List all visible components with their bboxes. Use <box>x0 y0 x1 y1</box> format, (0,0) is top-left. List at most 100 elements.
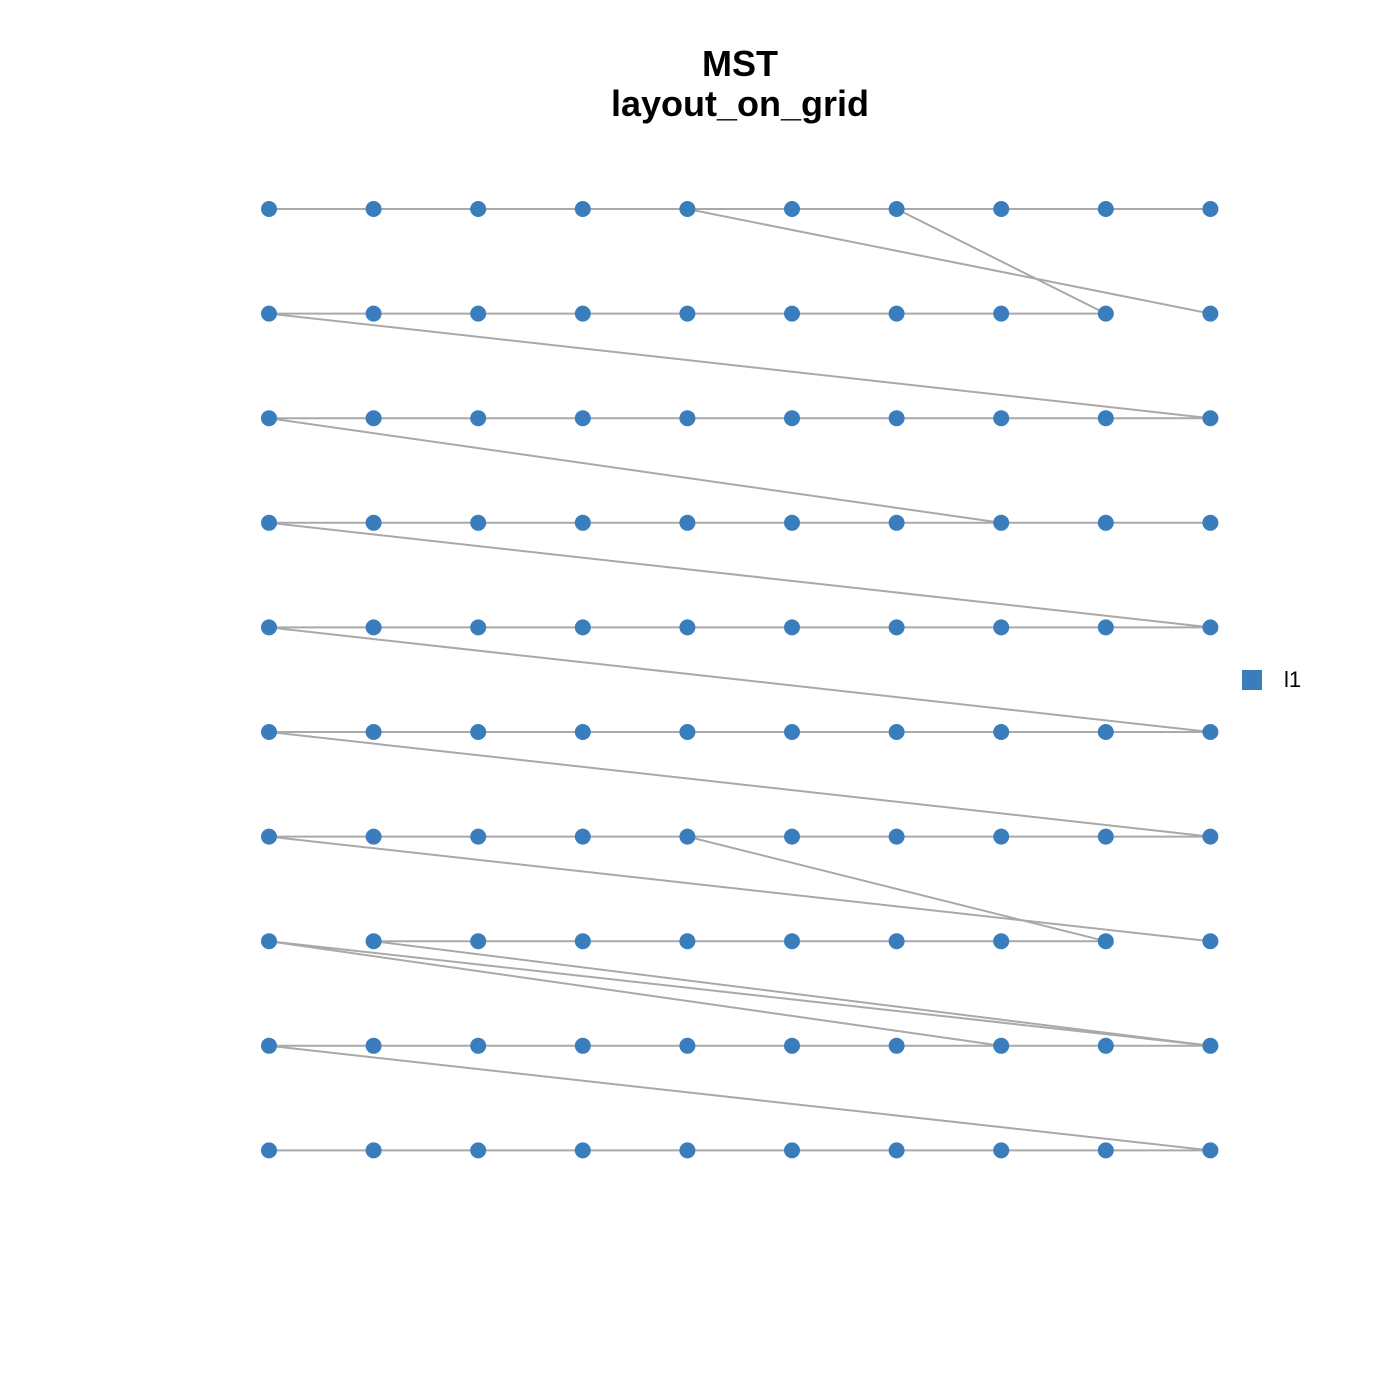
node <box>365 410 382 427</box>
edge <box>687 835 1107 943</box>
node <box>261 410 277 427</box>
node <box>993 1142 1010 1159</box>
node <box>261 828 277 845</box>
node <box>784 619 800 636</box>
node <box>993 514 1010 531</box>
node <box>888 828 905 845</box>
edge <box>896 208 1107 315</box>
node <box>261 1142 277 1159</box>
title: MST <box>702 43 778 84</box>
subtitle: layout_on_grid <box>611 83 869 124</box>
node <box>365 933 382 950</box>
node <box>1202 724 1219 740</box>
node <box>365 724 382 740</box>
node <box>470 410 487 427</box>
node <box>470 305 487 322</box>
node <box>365 201 382 217</box>
node <box>993 410 1010 427</box>
node <box>574 619 591 636</box>
node <box>365 514 382 531</box>
node <box>679 514 696 531</box>
node <box>574 305 591 322</box>
node <box>993 933 1010 950</box>
node <box>888 410 905 427</box>
node <box>470 1142 487 1159</box>
node <box>993 1037 1010 1054</box>
node <box>261 201 277 217</box>
node <box>1202 1142 1219 1159</box>
edges <box>268 208 1211 1152</box>
node <box>261 1037 277 1054</box>
node <box>470 724 487 740</box>
node <box>784 933 800 950</box>
node <box>888 514 905 531</box>
node <box>679 828 696 845</box>
node <box>574 514 591 531</box>
node <box>784 724 800 740</box>
node <box>261 514 277 531</box>
node <box>888 724 905 740</box>
node <box>1097 305 1114 322</box>
node <box>1097 201 1114 217</box>
node <box>784 1037 800 1054</box>
node <box>888 305 905 322</box>
node <box>574 828 591 845</box>
node <box>993 305 1010 322</box>
node <box>888 619 905 636</box>
node <box>470 514 487 531</box>
node <box>470 619 487 636</box>
node <box>1097 1142 1114 1159</box>
legend-label: l1 <box>1284 667 1301 692</box>
node <box>1097 1037 1114 1054</box>
node <box>993 828 1010 845</box>
node <box>784 1142 800 1159</box>
node <box>1097 933 1114 950</box>
node <box>470 933 487 950</box>
node <box>679 619 696 636</box>
edge <box>268 835 1211 943</box>
node <box>679 1142 696 1159</box>
node <box>1202 619 1219 636</box>
node <box>888 1142 905 1159</box>
node <box>574 410 591 427</box>
node <box>679 201 696 217</box>
node <box>574 201 591 217</box>
edge <box>268 626 1211 733</box>
edge <box>268 731 1211 838</box>
node <box>574 1037 591 1054</box>
edge <box>268 940 1002 1047</box>
node <box>1202 933 1219 950</box>
node <box>993 201 1010 217</box>
edge <box>268 521 1211 629</box>
node <box>261 724 277 740</box>
node <box>784 305 800 322</box>
node <box>470 828 487 845</box>
node <box>574 724 591 740</box>
edge <box>268 312 1211 420</box>
node <box>365 828 382 845</box>
node <box>888 1037 905 1054</box>
node <box>679 1037 696 1054</box>
node <box>365 305 382 322</box>
node <box>1202 514 1219 531</box>
node <box>574 933 591 950</box>
node <box>365 1037 382 1054</box>
edge <box>268 940 1211 1047</box>
edge <box>268 417 1002 524</box>
node <box>1097 828 1114 845</box>
edge <box>687 208 1211 315</box>
node <box>993 724 1010 740</box>
node <box>261 933 277 950</box>
node <box>470 201 487 217</box>
node <box>365 619 382 636</box>
edge <box>268 1044 1211 1152</box>
node <box>784 514 800 531</box>
node <box>679 410 696 427</box>
node <box>784 828 800 845</box>
nodes <box>261 201 1219 1159</box>
node <box>1202 1037 1219 1054</box>
node <box>888 201 905 217</box>
node <box>784 201 800 217</box>
